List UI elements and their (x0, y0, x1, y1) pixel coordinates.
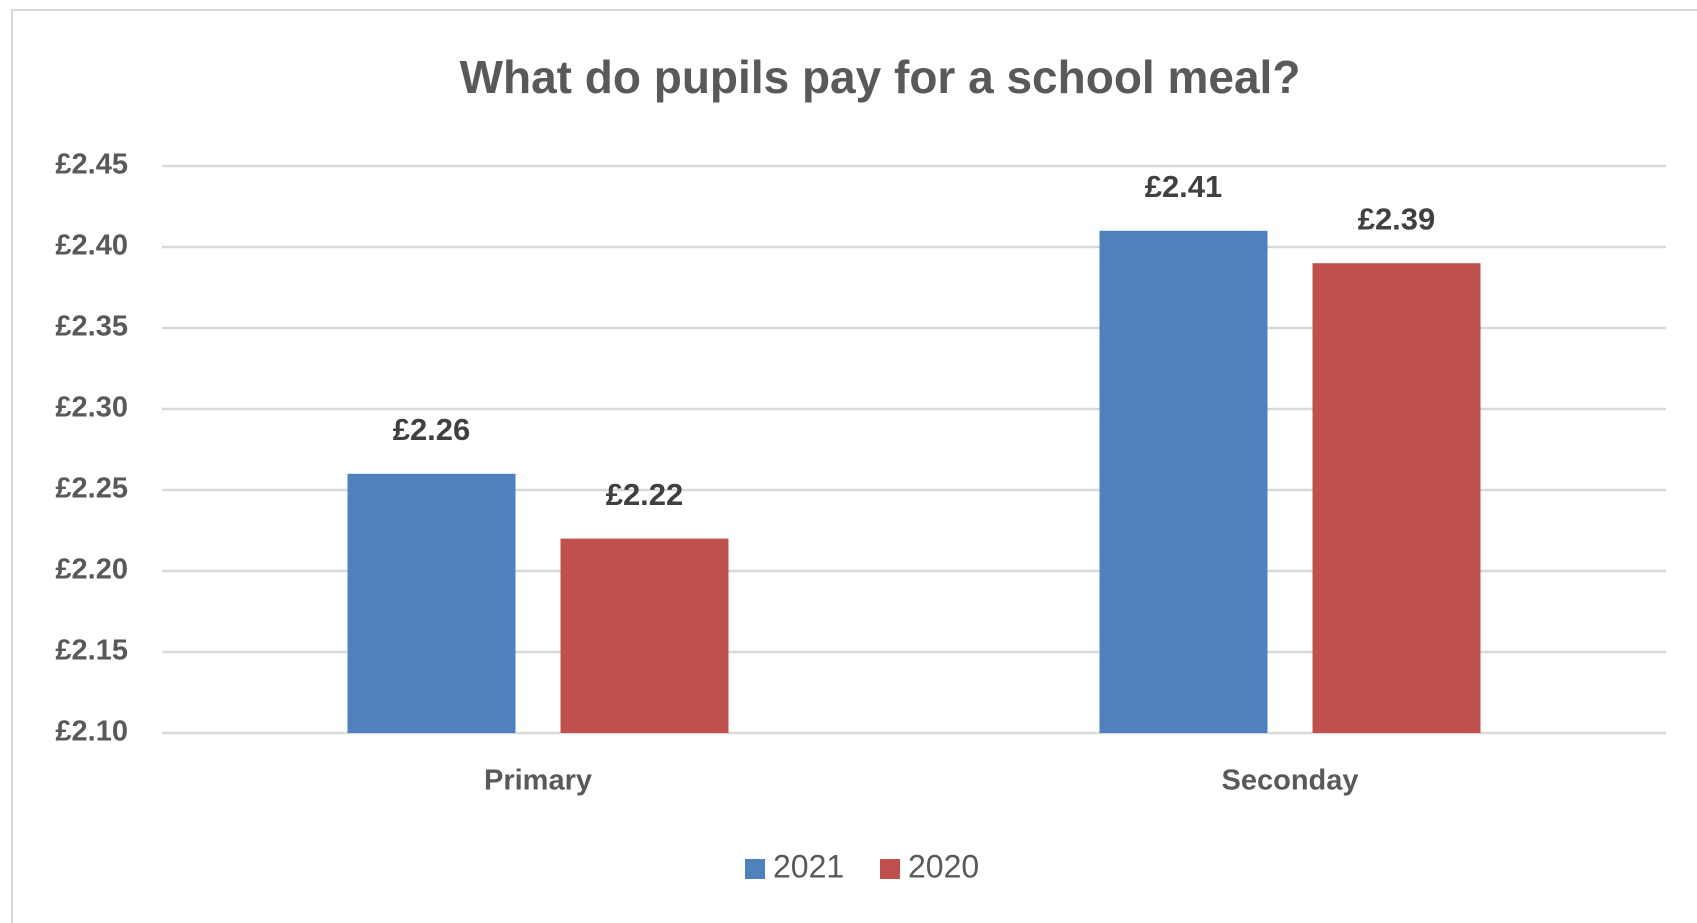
value-label: £2.39 (1358, 201, 1436, 236)
value-label: £2.22 (606, 477, 684, 512)
legend-label: 2020 (908, 848, 979, 884)
x-tick-label: Primary (484, 765, 592, 797)
y-tick-label: £2.10 (55, 716, 128, 748)
bar (560, 538, 729, 733)
y-tick-label: £2.20 (55, 554, 128, 586)
legend-swatch (745, 859, 765, 879)
y-tick-label: £2.30 (55, 392, 128, 424)
bar (1312, 263, 1481, 733)
legend-swatch (880, 859, 900, 879)
y-tick-label: £2.35 (55, 311, 128, 343)
y-tick-label: £2.40 (55, 230, 128, 262)
y-tick-label: £2.45 (55, 149, 128, 181)
x-tick-label: Seconday (1222, 765, 1359, 797)
y-tick-label: £2.15 (55, 635, 128, 667)
legend-label: 2021 (773, 848, 844, 884)
value-label: £2.41 (1145, 169, 1223, 204)
y-tick-label: £2.25 (55, 473, 128, 505)
bar (1099, 230, 1268, 734)
value-label: £2.26 (393, 412, 471, 447)
bar (347, 473, 516, 733)
chart-title: What do pupils pay for a school meal? (460, 51, 1301, 103)
